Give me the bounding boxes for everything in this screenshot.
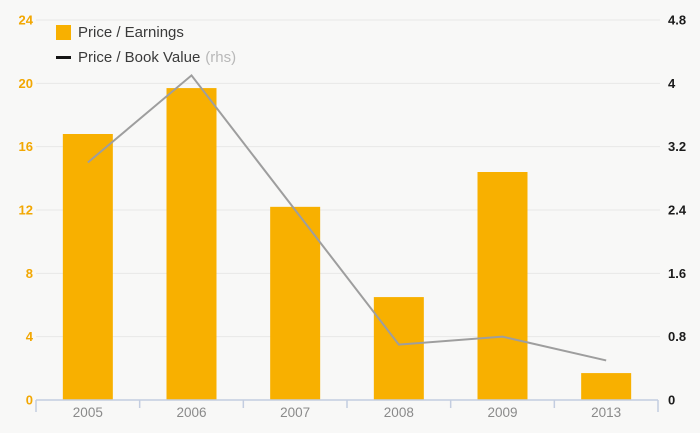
x-axis-label-2009: 2009 <box>487 405 517 420</box>
left-axis-tick-label: 4 <box>26 329 34 344</box>
x-axis-label-2007: 2007 <box>280 405 310 420</box>
legend-item-price-earnings: Price / Earnings <box>56 24 236 41</box>
x-axis-label-2005: 2005 <box>73 405 103 420</box>
bar-2009 <box>477 172 528 400</box>
right-axis-tick-label: 0.8 <box>668 329 686 344</box>
x-axis-label-2008: 2008 <box>384 405 414 420</box>
left-axis-tick-label: 8 <box>26 266 33 281</box>
legend-item-price-book-value: Price / Book Value (rhs) <box>56 49 236 66</box>
right-axis-tick-label: 3.2 <box>668 139 686 154</box>
line-swatch-icon <box>56 56 71 59</box>
right-axis-tick-label: 2.4 <box>668 203 687 218</box>
x-axis-label-2013: 2013 <box>591 405 621 420</box>
bar-swatch-icon <box>56 25 71 40</box>
legend-label-rhs-suffix: (rhs) <box>205 49 237 66</box>
line-series <box>87 73 607 362</box>
bar-2005 <box>62 134 113 400</box>
left-axis-tick-label: 24 <box>19 13 34 28</box>
right-axis-tick-label: 1.6 <box>668 266 686 281</box>
bar-2013 <box>581 373 632 400</box>
left-axis-tick-label: 16 <box>19 139 33 154</box>
right-axis-tick-label: 4.8 <box>668 13 686 28</box>
right-axis-tick-label: 0 <box>668 393 675 408</box>
left-axis-tick-label: 0 <box>26 393 33 408</box>
left-axis-tick-label: 20 <box>19 76 33 91</box>
legend-label-price-book-value: Price / Book Value <box>78 49 201 66</box>
bar-2008 <box>373 297 424 400</box>
bar-2006 <box>166 88 217 400</box>
bar-2007 <box>270 206 321 400</box>
left-axis-tick-label: 12 <box>19 203 33 218</box>
x-axis-label-2006: 2006 <box>176 405 206 420</box>
right-axis-tick-label: 4 <box>668 76 676 91</box>
legend-label-price-earnings: Price / Earnings <box>78 24 184 41</box>
legend: Price / Earnings Price / Book Value (rhs… <box>56 24 236 66</box>
